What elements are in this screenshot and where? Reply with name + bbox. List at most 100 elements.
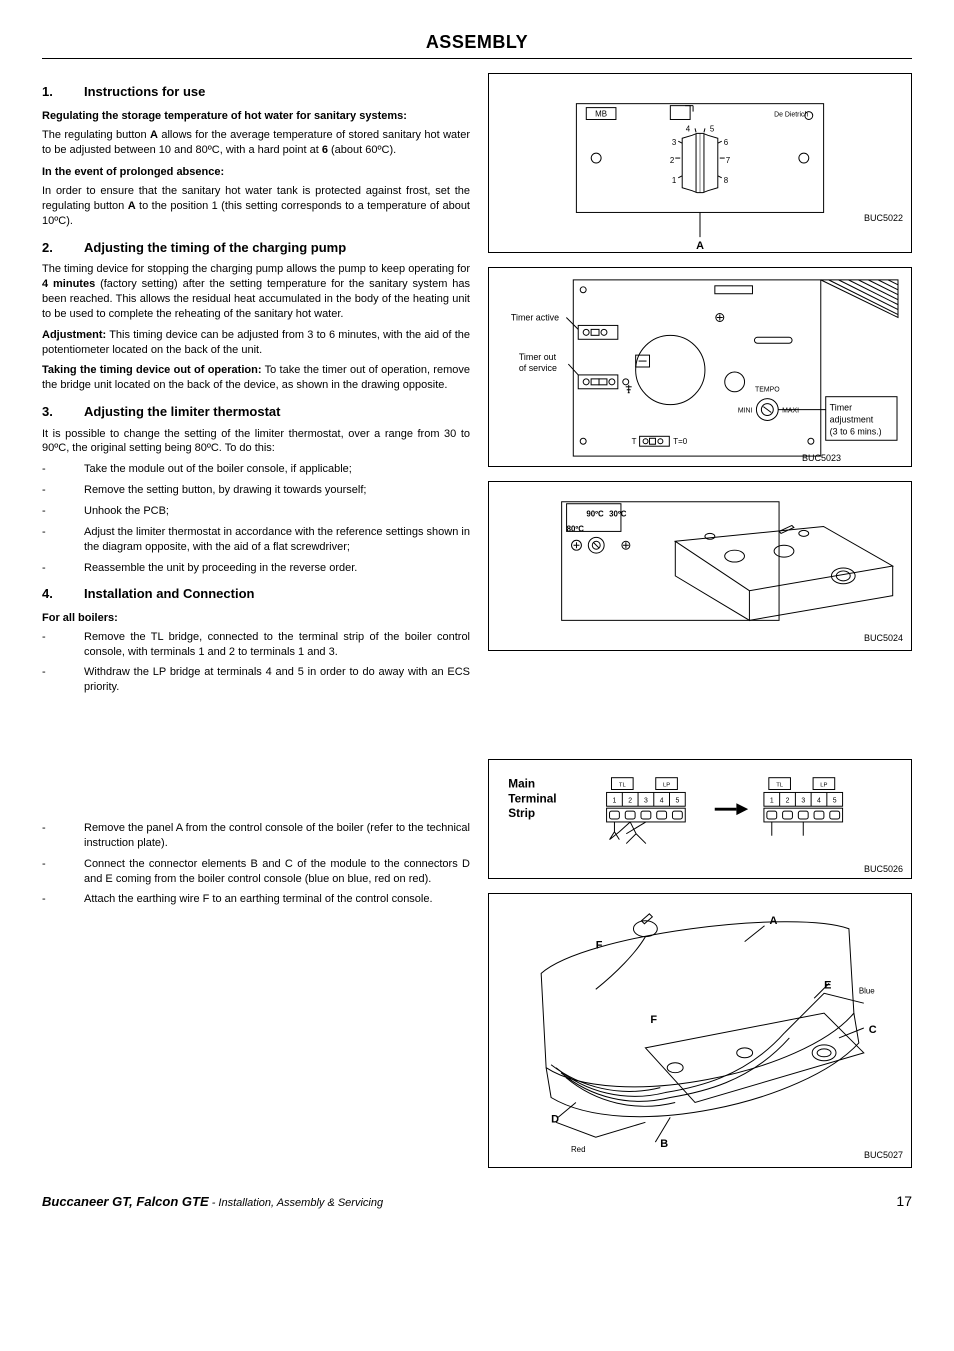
svg-text:1: 1 — [770, 798, 774, 805]
list-item: Reassemble the unit by proceeding in the… — [42, 561, 470, 576]
figure-3-id: BUC5024 — [864, 632, 903, 644]
list-item: Remove the setting button, by drawing it… — [42, 483, 470, 498]
svg-text:D: D — [551, 1114, 559, 1126]
section-2-title: Adjusting the timing of the charging pum… — [84, 239, 346, 257]
section-1-num: 1. — [42, 83, 84, 101]
svg-text:De Dietrich: De Dietrich — [774, 112, 808, 119]
figure-3-svg: 90ºC 30ºC 80ºC — [489, 482, 911, 650]
figure-2-id: BUC5023 — [802, 452, 841, 464]
svg-text:Timer active: Timer active — [511, 313, 559, 323]
svg-text:3: 3 — [644, 798, 648, 805]
svg-text:3: 3 — [801, 798, 805, 805]
section-4-heading: 4. Installation and Connection — [42, 585, 470, 603]
list-item: Take the module out of the boiler consol… — [42, 462, 470, 477]
left-column: 1. Instructions for use Regulating the s… — [42, 73, 470, 1168]
svg-text:90ºC: 90ºC — [586, 510, 604, 519]
right-column: MB De Dietrich 4 5 — [488, 73, 912, 1168]
svg-text:C: C — [869, 1024, 877, 1036]
footer-title: Buccaneer GT, Falcon GTE - Installation,… — [42, 1193, 383, 1211]
section-2-para-3: Taking the timing device out of operatio… — [42, 363, 470, 393]
list-item: Unhook the PCB; — [42, 504, 470, 519]
svg-text:T=0: T=0 — [673, 438, 687, 447]
page-footer: Buccaneer GT, Falcon GTE - Installation,… — [42, 1192, 912, 1211]
svg-text:4: 4 — [660, 798, 664, 805]
svg-text:T: T — [632, 438, 637, 447]
svg-text:4: 4 — [817, 798, 821, 805]
svg-text:A: A — [696, 240, 704, 252]
list-item: Connect the connector elements B and C o… — [42, 857, 470, 887]
section-1-para-2: In order to ensure that the sanitary hot… — [42, 184, 470, 229]
svg-text:Red: Red — [571, 1145, 586, 1154]
svg-text:80ºC: 80ºC — [567, 525, 585, 534]
figure-4-id: BUC5026 — [864, 863, 903, 875]
svg-text:1: 1 — [613, 798, 617, 805]
figure-5-svg: A F F E Blue C D Red B — [489, 894, 911, 1167]
page-title: ASSEMBLY — [42, 30, 912, 59]
section-1-subhead-2: In the event of prolonged absence: — [42, 165, 470, 180]
svg-text:7: 7 — [726, 156, 730, 165]
svg-text:F: F — [650, 1014, 657, 1026]
section-4-list-2: Remove the panel A from the control cons… — [42, 821, 470, 907]
svg-text:B: B — [660, 1138, 668, 1150]
svg-text:Main: Main — [508, 777, 535, 791]
svg-text:8: 8 — [724, 176, 729, 185]
page-number: 17 — [896, 1192, 912, 1211]
svg-text:MINI: MINI — [738, 408, 753, 415]
svg-text:of service: of service — [519, 363, 557, 373]
svg-text:5: 5 — [833, 798, 837, 805]
section-3-para-1: It is possible to change the setting of … — [42, 427, 470, 457]
svg-text:LP: LP — [663, 783, 670, 789]
section-4-title: Installation and Connection — [84, 585, 254, 603]
section-1-title: Instructions for use — [84, 83, 205, 101]
svg-text:6: 6 — [724, 138, 729, 147]
figure-1-id: BUC5022 — [864, 212, 903, 224]
section-1-heading: 1. Instructions for use — [42, 83, 470, 101]
figure-2: Timer active Timer out of service — [488, 267, 912, 467]
section-4-list-1: Remove the TL bridge, connected to the t… — [42, 630, 470, 695]
svg-text:TL: TL — [619, 783, 627, 789]
svg-text:2: 2 — [786, 798, 790, 805]
section-1-subhead-1: Regulating the storage temperature of ho… — [42, 109, 470, 124]
svg-text:TL: TL — [776, 783, 784, 789]
svg-text:1: 1 — [672, 176, 677, 185]
spacer — [42, 701, 470, 821]
list-item: Adjust the limiter thermostat in accorda… — [42, 525, 470, 555]
svg-text:5: 5 — [675, 798, 679, 805]
svg-text:5: 5 — [710, 125, 715, 134]
figure-5-id: BUC5027 — [864, 1149, 903, 1161]
gap — [488, 665, 912, 745]
figure-4: Main Terminal Strip TL LP 1 2 3 4 5 — [488, 759, 912, 879]
section-4-num: 4. — [42, 585, 84, 603]
svg-text:Terminal: Terminal — [508, 792, 556, 806]
svg-text:2: 2 — [670, 156, 674, 165]
svg-text:A: A — [769, 915, 777, 927]
section-2-para-2: Adjustment: This timing device can be ad… — [42, 328, 470, 358]
svg-text:MB: MB — [595, 110, 607, 119]
svg-text:TEMPO: TEMPO — [755, 387, 780, 394]
section-1-para-1: The regulating button A allows for the a… — [42, 128, 470, 158]
svg-text:Timer out: Timer out — [519, 352, 557, 362]
section-2-heading: 2. Adjusting the timing of the charging … — [42, 239, 470, 257]
figure-2-svg: Timer active Timer out of service — [489, 268, 911, 466]
svg-text:LP: LP — [820, 783, 827, 789]
svg-text:MAXI: MAXI — [782, 408, 799, 415]
section-4-subhead: For all boilers: — [42, 611, 470, 626]
svg-text:Timer: Timer — [830, 403, 852, 413]
content-columns: 1. Instructions for use Regulating the s… — [42, 73, 912, 1168]
section-3-num: 3. — [42, 403, 84, 421]
svg-text:F: F — [596, 940, 603, 952]
section-2-para-1: The timing device for stopping the charg… — [42, 262, 470, 321]
svg-text:3: 3 — [672, 138, 677, 147]
figure-1: MB De Dietrich 4 5 — [488, 73, 912, 253]
svg-text:30ºC: 30ºC — [609, 510, 627, 519]
svg-text:Strip: Strip — [508, 806, 535, 820]
svg-text:2: 2 — [628, 798, 632, 805]
section-2-num: 2. — [42, 239, 84, 257]
list-item: Remove the TL bridge, connected to the t… — [42, 630, 470, 660]
section-3-title: Adjusting the limiter thermostat — [84, 403, 280, 421]
svg-text:(3 to 6 mins.): (3 to 6 mins.) — [830, 427, 882, 437]
figure-3: 90ºC 30ºC 80ºC — [488, 481, 912, 651]
figure-1-svg: MB De Dietrich 4 5 — [489, 74, 911, 252]
figure-4-svg: Main Terminal Strip TL LP 1 2 3 4 5 — [489, 760, 911, 878]
svg-text:4: 4 — [686, 125, 691, 134]
